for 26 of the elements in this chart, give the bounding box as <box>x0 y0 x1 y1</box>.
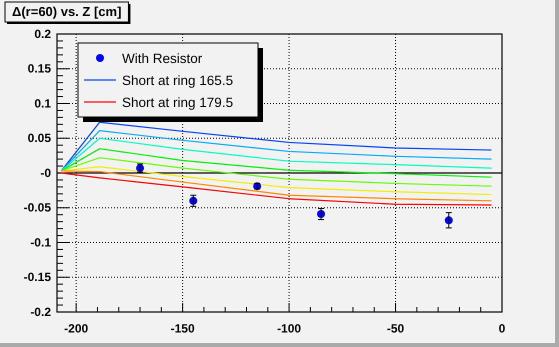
y-tick-label: 0.2 <box>34 26 52 41</box>
y-tick-label: -0.05 <box>24 200 52 215</box>
line-series <box>60 157 492 187</box>
legend-label: With Resistor <box>122 51 203 66</box>
y-tick-label: -0.2 <box>30 304 52 319</box>
y-tick-label: -0.1 <box>30 235 52 250</box>
line-series <box>60 138 492 172</box>
line-series <box>60 148 492 178</box>
y-tick-label: -0 <box>40 166 52 180</box>
y-tick-label: 0.05 <box>28 131 52 146</box>
legend-label: Short at ring 165.5 <box>122 73 234 88</box>
y-tick-label: -0.15 <box>24 270 52 284</box>
line-series <box>60 172 492 206</box>
line-series <box>60 166 492 196</box>
x-tick-label: -150 <box>170 322 195 336</box>
y-tick-label: 0.15 <box>28 62 52 76</box>
line-series <box>60 130 492 172</box>
y-tick-label: 0.1 <box>34 96 52 110</box>
line-series <box>60 170 492 202</box>
x-tick-label: -100 <box>277 322 302 336</box>
x-tick-label: -200 <box>64 322 88 336</box>
x-tick-label: -50 <box>386 322 405 336</box>
x-tick-label: 0 <box>498 322 506 336</box>
line-series <box>60 122 492 172</box>
legend-label: Short at ring 179.5 <box>122 95 234 110</box>
chart-title: Δ(r=60) vs. Z [cm] <box>12 4 122 19</box>
